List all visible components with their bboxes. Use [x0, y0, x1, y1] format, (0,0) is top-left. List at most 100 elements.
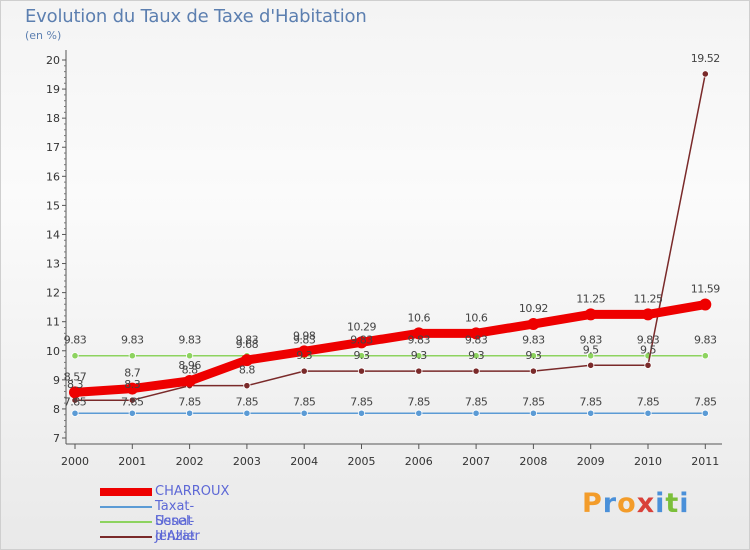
data-point	[529, 409, 538, 417]
logo-letter: t	[665, 488, 680, 519]
data-point	[300, 367, 308, 375]
x-tick-label: 2011	[691, 455, 719, 468]
data-label: 7.85	[236, 395, 259, 408]
y-tick-label: 8	[53, 403, 60, 416]
data-point	[243, 409, 251, 417]
legend-label: Taxat-Senat	[155, 499, 195, 529]
data-label: 7.85	[64, 395, 87, 408]
data-label: 10.6	[408, 311, 431, 324]
logo-letter: r	[602, 488, 618, 519]
data-label: 7.85	[350, 395, 373, 408]
y-tick-label: 18	[46, 112, 60, 125]
data-label: 11.25	[576, 292, 605, 305]
logo-letter: i	[679, 488, 690, 519]
data-point	[587, 352, 595, 360]
x-tick-label: 2006	[405, 455, 433, 468]
data-point	[186, 409, 194, 417]
data-label: 9.83	[178, 334, 201, 347]
data-label: 9.83	[579, 334, 602, 347]
x-tick-label: 2003	[233, 455, 261, 468]
data-point	[415, 409, 423, 417]
data-point	[587, 409, 595, 417]
x-tick-label: 2007	[462, 455, 490, 468]
series-line-charroux	[70, 300, 710, 397]
data-label: 10.29	[347, 320, 376, 333]
data-label: 9.3	[354, 349, 370, 362]
data-point	[128, 409, 136, 417]
data-point	[357, 352, 366, 360]
data-label: 8.96	[178, 359, 201, 372]
x-tick-label: 2010	[634, 455, 662, 468]
data-point	[472, 409, 480, 417]
data-label: 9.83	[236, 334, 259, 347]
data-point	[699, 298, 712, 311]
y-tick-label: 9	[53, 374, 60, 387]
data-label: 9.83	[637, 334, 660, 347]
data-point	[415, 352, 423, 360]
legend-swatch	[100, 521, 152, 523]
data-point	[240, 354, 253, 367]
proxiti-logo: Proxiti	[582, 488, 690, 519]
data-point	[128, 352, 136, 360]
x-tick-label: 2008	[519, 455, 547, 468]
legend-label: CHARROUX	[155, 484, 230, 499]
data-label: 7.85	[579, 395, 602, 408]
x-tick-label: 2005	[348, 455, 376, 468]
logo-letter: i	[655, 488, 666, 519]
y-tick-label: 19	[46, 83, 60, 96]
data-point	[128, 396, 136, 404]
logo-letter: x	[636, 488, 656, 519]
data-point	[644, 361, 652, 369]
data-label: 7.85	[694, 395, 717, 408]
x-tick-label: 2002	[176, 455, 204, 468]
data-label: 7.85	[408, 395, 431, 408]
data-point	[357, 409, 366, 417]
data-label: 9.83	[121, 334, 144, 347]
y-tick-label: 7	[53, 432, 60, 445]
data-point	[69, 386, 81, 399]
data-label: 9.83	[408, 334, 431, 347]
data-label: 9.83	[522, 334, 545, 347]
legend-label: Jenzat	[155, 529, 195, 544]
data-point	[186, 352, 194, 360]
data-label: 7.85	[465, 395, 488, 408]
chart-title: Evolution du Taux de Taxe d'Habitation	[25, 6, 367, 27]
data-label: 10.92	[519, 302, 548, 315]
data-label: 9.5	[640, 343, 656, 356]
data-point	[529, 367, 538, 375]
data-point	[642, 308, 654, 321]
x-tick-label: 2004	[290, 455, 318, 468]
data-point	[701, 409, 709, 417]
data-label: 19.52	[691, 52, 720, 65]
data-label: 9.83	[694, 334, 717, 347]
data-label: 9.3	[468, 349, 484, 362]
data-label: 10.6	[465, 311, 488, 324]
data-label: 9.68	[236, 338, 259, 351]
data-point	[701, 352, 709, 360]
legend-swatch	[100, 536, 152, 538]
y-tick-label: 16	[46, 170, 60, 183]
data-label: 8.3	[124, 378, 140, 391]
legend-label: Ussel-d'Allier	[155, 514, 200, 544]
y-tick-label: 13	[46, 258, 60, 271]
data-label: 9.83	[293, 334, 316, 347]
data-point	[584, 308, 597, 321]
x-tick-label: 2001	[118, 455, 146, 468]
data-point	[71, 409, 79, 417]
data-point	[415, 367, 423, 375]
data-point	[243, 382, 251, 390]
data-point	[472, 367, 480, 375]
x-tick-label: 2000	[61, 455, 89, 468]
data-label: 9.5	[583, 343, 599, 356]
data-point	[300, 409, 308, 417]
data-point	[126, 382, 139, 395]
data-label: 8.8	[182, 364, 198, 377]
logo-letter: o	[617, 488, 637, 519]
y-tick-label: 20	[46, 54, 60, 67]
data-label: 9.98	[293, 329, 316, 342]
data-point	[527, 318, 540, 331]
data-label: 9.83	[465, 334, 488, 347]
data-point	[472, 352, 480, 360]
